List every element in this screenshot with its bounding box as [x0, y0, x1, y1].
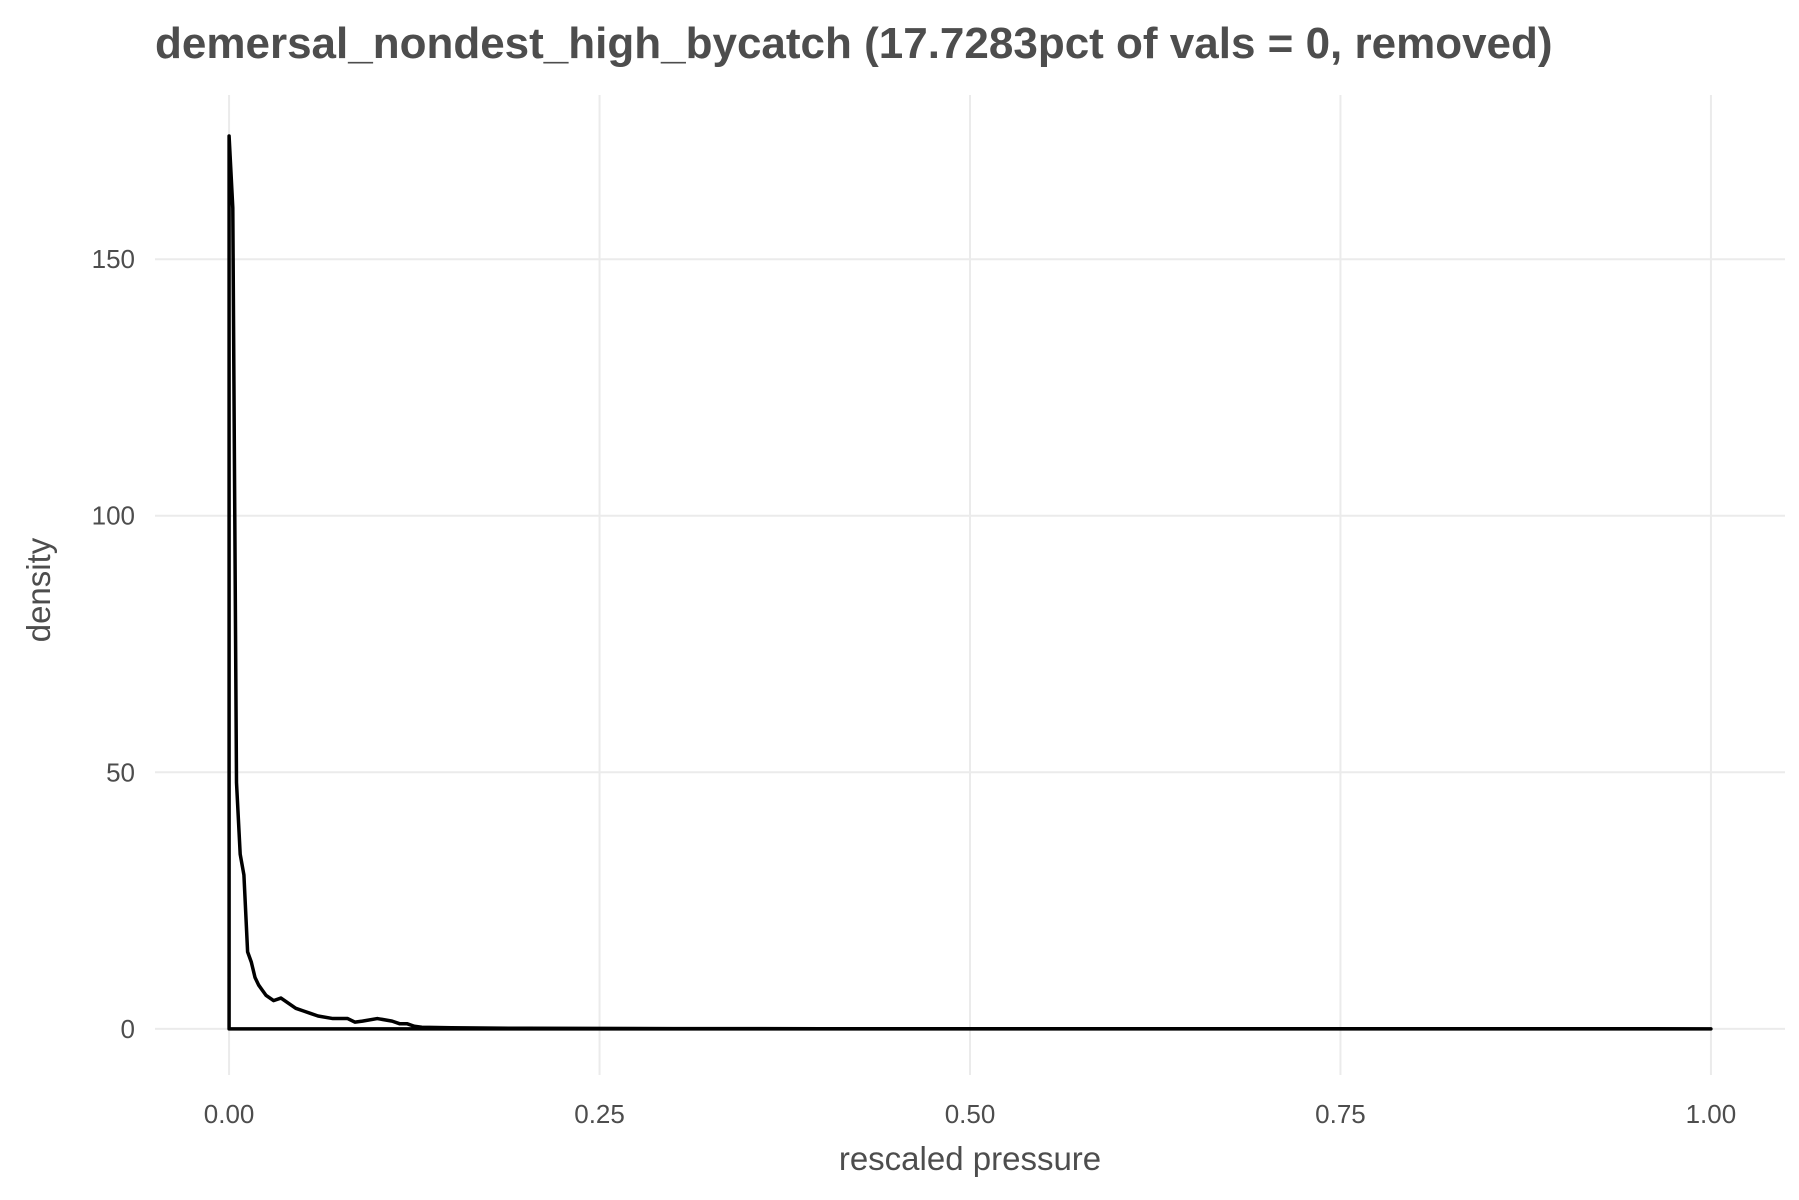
y-axis-ticks: 0 50 100 150	[92, 244, 135, 1044]
y-tick-label: 50	[106, 757, 135, 787]
x-tick-label: 0.25	[574, 1099, 625, 1129]
density-line	[227, 134, 1713, 1031]
gridlines	[155, 95, 1785, 1075]
series-layer	[227, 134, 1713, 1031]
x-tick-label: 1.00	[1686, 1099, 1737, 1129]
x-axis-ticks: 0.00 0.25 0.50 0.75 1.00	[204, 1099, 1736, 1129]
y-tick-label: 150	[92, 244, 135, 274]
chart-title: demersal_nondest_high_bycatch (17.7283pc…	[155, 19, 1553, 68]
x-axis-title: rescaled pressure	[839, 1140, 1101, 1177]
x-tick-label: 0.00	[204, 1099, 255, 1129]
x-tick-label: 0.50	[945, 1099, 996, 1129]
y-tick-label: 100	[92, 501, 135, 531]
y-tick-label: 0	[121, 1014, 135, 1044]
y-axis-title: density	[20, 537, 57, 642]
x-tick-label: 0.75	[1315, 1099, 1366, 1129]
